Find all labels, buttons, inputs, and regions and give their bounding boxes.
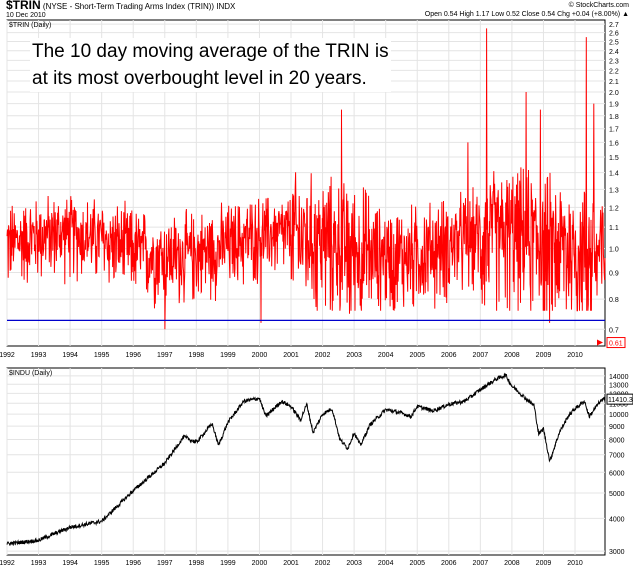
trin-y-tick-label: 1.9 (609, 102, 619, 109)
trin-y-tick-label: 2.6 (609, 31, 619, 38)
trin-x-tick-label: 2009 (536, 352, 552, 359)
indu-last-value-box (606, 393, 633, 405)
indu-last-value-label: 11410.32 (608, 397, 633, 404)
trin-last-value-box (606, 337, 626, 349)
indu-x-tick-label: 1993 (31, 560, 47, 567)
indu-y-tick-label: 13000 (609, 382, 629, 389)
indu-series-line (6, 372, 606, 546)
indu-x-tick-label: 2000 (252, 560, 268, 567)
indu-x-tick-label: 1996 (125, 560, 141, 567)
trin-x-tick-label: 1999 (220, 352, 236, 359)
trin-x-tick-label: 2004 (378, 352, 394, 359)
trin-y-tick-label: 1.7 (609, 127, 619, 134)
annotation-text: The 10 day moving average of the TRIN is… (30, 38, 391, 92)
indu-x-tick-label: 1992 (0, 560, 15, 567)
indu-y-tick-label: 7000 (609, 453, 625, 460)
trin-y-tick-label: 2.0 (609, 90, 619, 97)
chart-date: 10 Dec 2010 (6, 12, 46, 19)
indu-y-tick-label: 9000 (609, 424, 625, 431)
trin-y-tick-label: 1.0 (609, 247, 619, 254)
trin-y-tick-label: 2.1 (609, 79, 619, 86)
chart-header-right: © StockCharts.com Open 0.54 High 1.17 Lo… (425, 1, 629, 19)
trin-x-tick-label: 1998 (189, 352, 205, 359)
trin-y-tick-label: 1.3 (609, 187, 619, 194)
trin-x-tick-label: 1997 (157, 352, 173, 359)
trin-y-tick-label: 2.2 (609, 68, 619, 75)
indu-x-tick-label: 1999 (220, 560, 236, 567)
symbol-description: (NYSE - Short-Term Trading Arms Index (T… (42, 2, 236, 11)
indu-y-tick-label: 6000 (609, 470, 625, 477)
trin-x-tick-label: 2007 (473, 352, 489, 359)
trin-x-tick-label: 1993 (31, 352, 47, 359)
trin-x-tick-label: 2005 (409, 352, 425, 359)
chart-header-title: $TRIN (NYSE - Short-Term Trading Arms In… (6, 0, 236, 12)
indu-x-tick-label: 2008 (504, 560, 520, 567)
trin-y-tick-label: 2.7 (609, 22, 619, 29)
indu-x-tick-label: 1998 (189, 560, 205, 567)
indu-x-tick-label: 2005 (409, 560, 425, 567)
trin-x-tick-label: 2000 (252, 352, 268, 359)
trin-x-tick-label: 2001 (283, 352, 299, 359)
source-label: © StockCharts.com (568, 2, 629, 9)
indu-y-tick-label: 14000 (609, 374, 629, 381)
trin-x-tick-label: 1994 (62, 352, 78, 359)
indu-y-tick-label: 8000 (609, 438, 625, 445)
indu-panel-frame (6, 367, 606, 556)
indu-x-tick-label: 1997 (157, 560, 173, 567)
trin-x-tick-label: 2006 (441, 352, 457, 359)
indu-legend: $INDU (Daily) (9, 370, 52, 377)
trin-legend: $TRIN (Daily) (9, 22, 51, 29)
indu-x-tick-label: 1995 (94, 560, 110, 567)
indu-y-tick-label: 5000 (609, 491, 625, 498)
trin-x-tick-label: 1992 (0, 352, 15, 359)
indu-y-tick-label: 3000 (609, 549, 625, 556)
annotation-line-1: The 10 day moving average of the TRIN is (32, 41, 389, 62)
indu-y-tick-label: 11000 (609, 401, 628, 408)
indu-x-tick-label: 2002 (315, 560, 331, 567)
trin-y-tick-label: 1.4 (609, 171, 619, 178)
trin-x-tick-label: 1996 (125, 352, 141, 359)
annotation-line-2: at its most overbought level in 20 years… (32, 68, 367, 89)
trin-x-tick-label: 2003 (346, 352, 362, 359)
trin-y-tick-label: 1.6 (609, 140, 619, 147)
indu-x-tick-label: 2007 (473, 560, 489, 567)
indu-y-tick-label: 4000 (609, 516, 625, 523)
trin-x-tick-label: 2010 (567, 352, 583, 359)
trin-y-tick-label: 0.9 (609, 270, 619, 277)
indu-x-tick-label: 2004 (378, 560, 394, 567)
trin-y-tick-label: 1.5 (609, 155, 619, 162)
trin-y-tick-label: 1.1 (609, 225, 619, 232)
trin-x-tick-label: 1995 (94, 352, 110, 359)
trin-x-tick-label: 2008 (504, 352, 520, 359)
indu-x-tick-label: 2010 (567, 560, 583, 567)
indu-y-tick-label: 10000 (609, 412, 629, 419)
trin-series-line (6, 28, 606, 330)
trin-last-value-arrow (597, 339, 603, 346)
trin-y-tick-label: 0.8 (609, 297, 619, 304)
ohlc-readout: Open 0.54 High 1.17 Low 0.52 Close 0.54 … (424, 11, 629, 18)
trin-y-tick-label: 2.3 (609, 58, 619, 65)
indu-x-tick-label: 2009 (536, 560, 552, 567)
symbol-label: $TRIN (6, 0, 41, 12)
indu-x-tick-label: 2001 (283, 560, 299, 567)
indu-x-tick-label: 1994 (62, 560, 78, 567)
trin-y-tick-label: 1.8 (609, 114, 619, 121)
trin-y-tick-label: 1.2 (609, 205, 619, 212)
trin-y-tick-label: 2.5 (609, 40, 619, 47)
trin-last-value-label: 0.61 (609, 341, 623, 348)
trin-y-tick-label: 0.7 (609, 327, 619, 334)
trin-x-tick-label: 2002 (315, 352, 331, 359)
trin-y-tick-label: 2.4 (609, 49, 619, 56)
indu-x-tick-label: 2006 (441, 560, 457, 567)
indu-x-tick-label: 2003 (346, 560, 362, 567)
